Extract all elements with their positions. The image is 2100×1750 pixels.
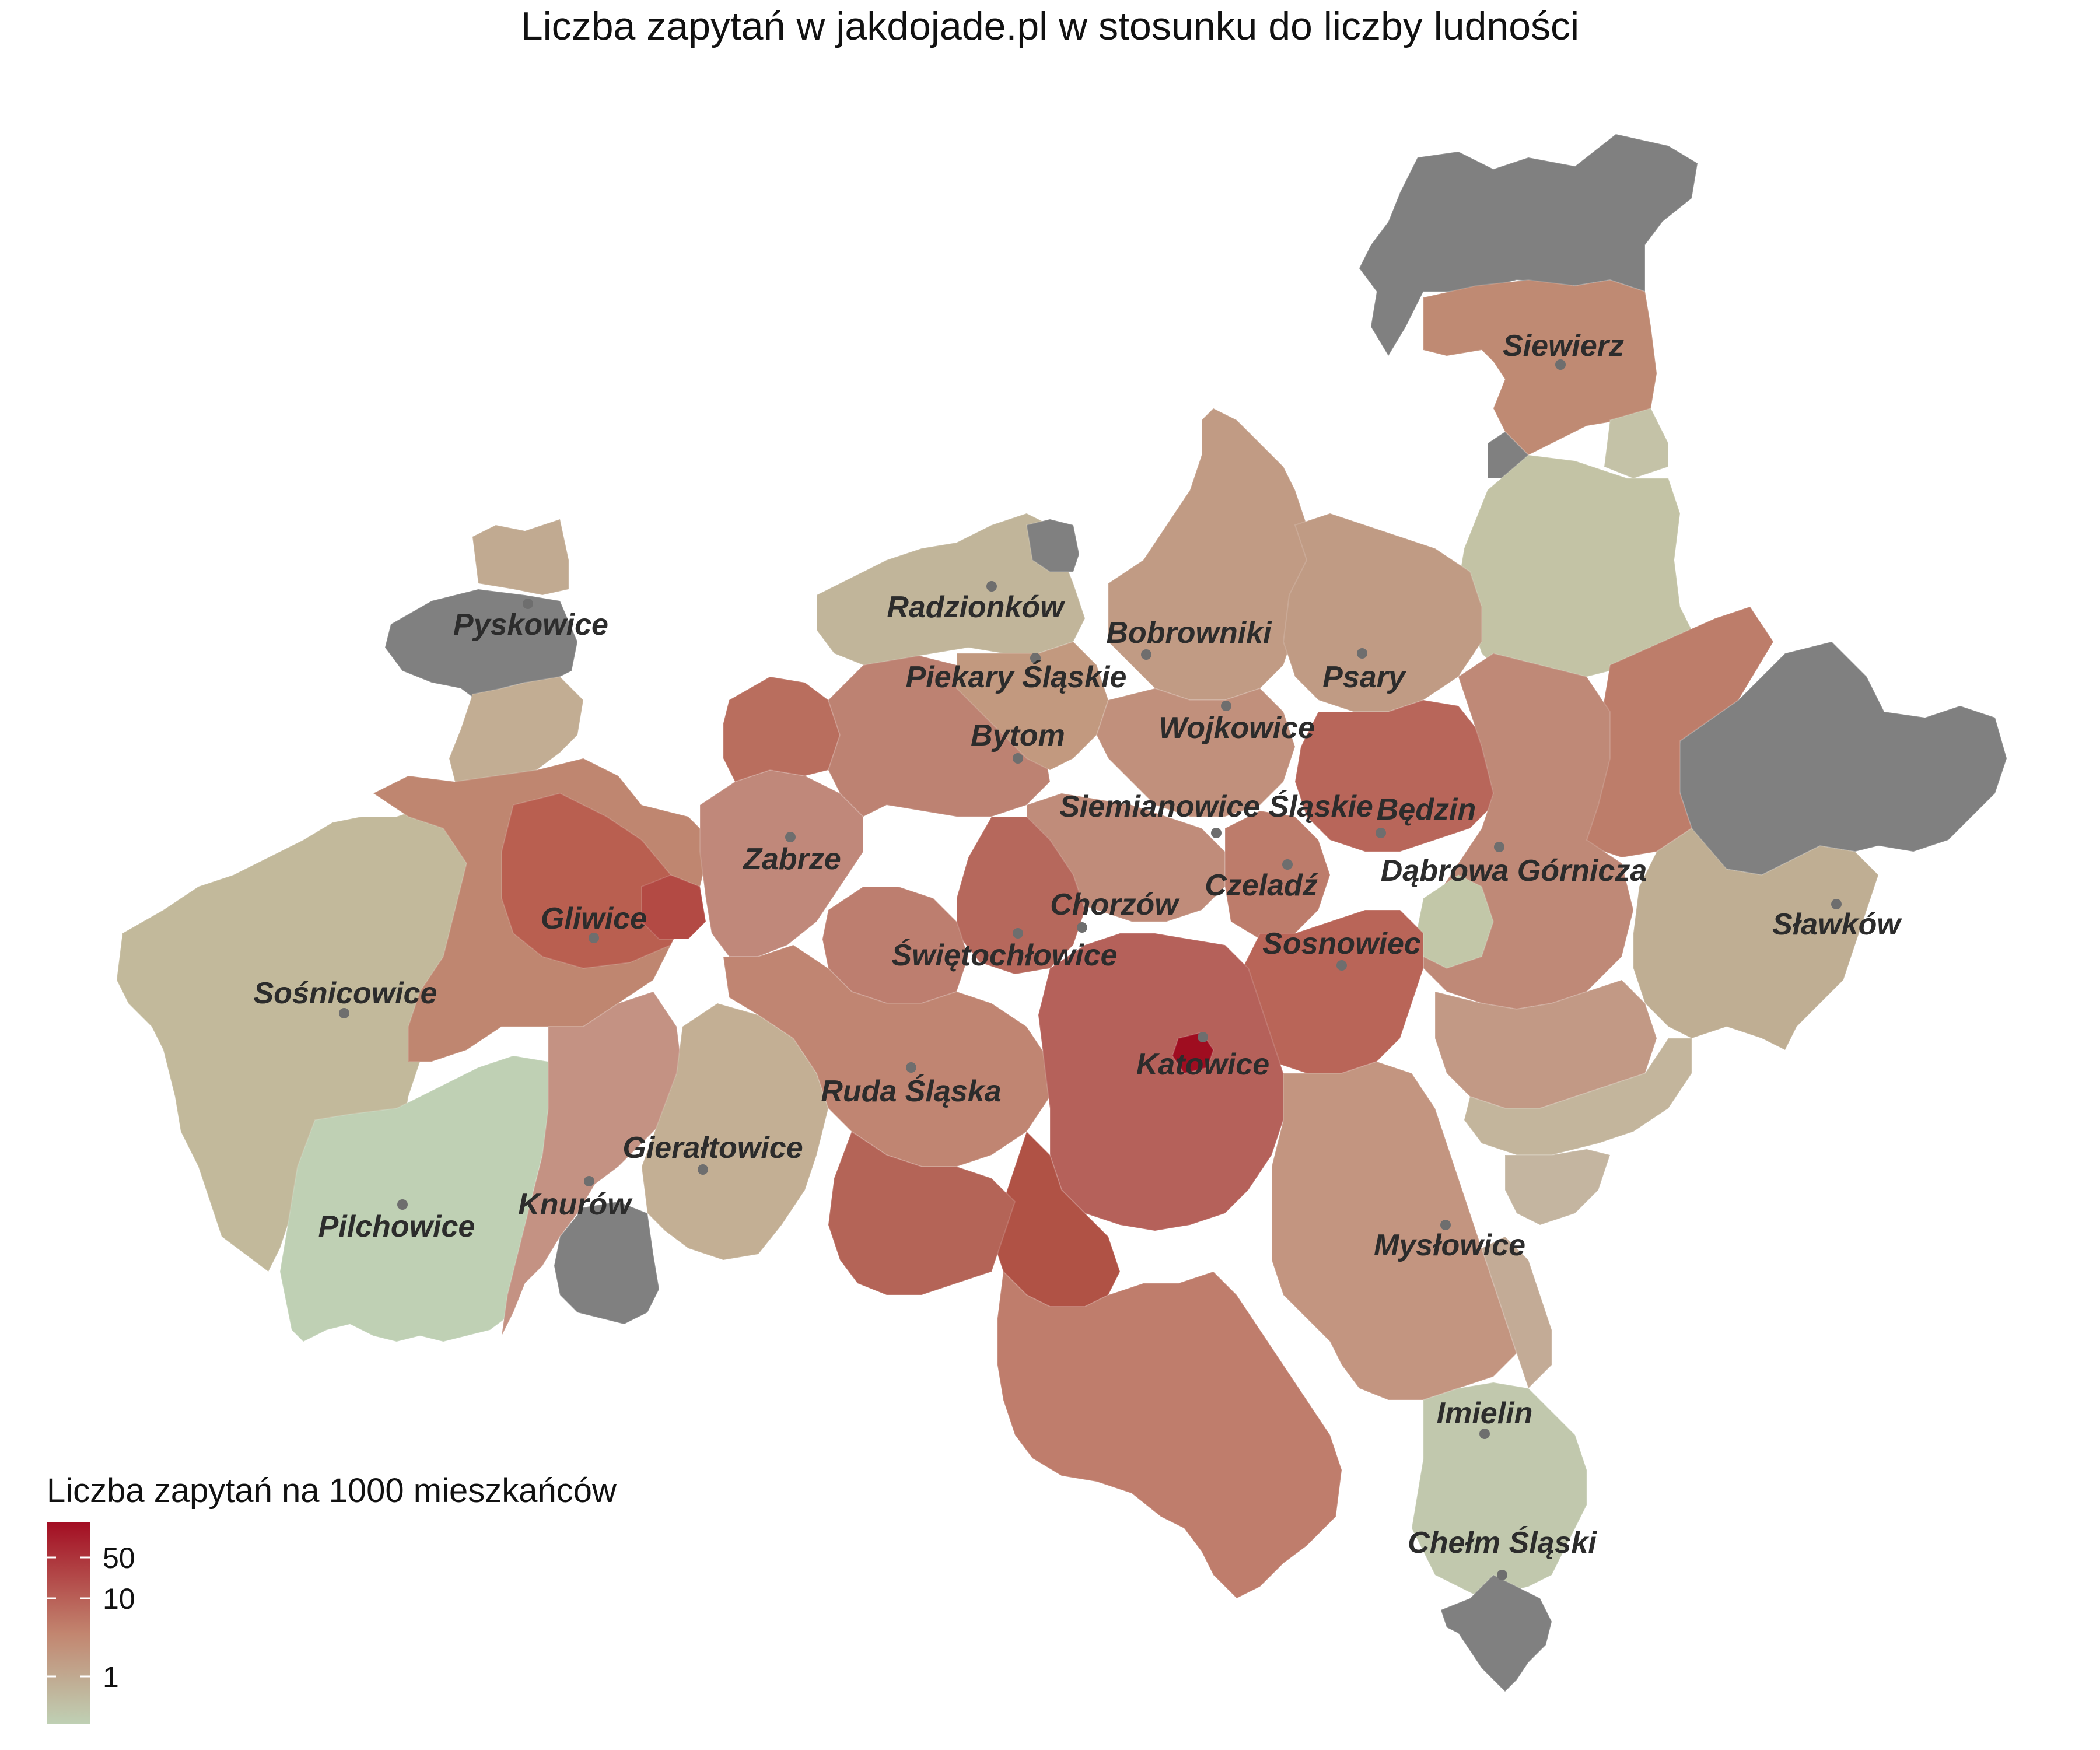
region-siewierz-east xyxy=(1603,407,1669,480)
region-myslowice xyxy=(1271,1060,1518,1401)
city-marker-sławków xyxy=(1831,899,1842,909)
legend: Liczba zapytań na 1000 mieszkańców 50 10… xyxy=(47,1472,617,1724)
region-no-data-radzionkow xyxy=(1026,518,1080,572)
legend-title: Liczba zapytań na 1000 mieszkańców xyxy=(47,1472,617,1510)
region-gliwice-core xyxy=(501,792,690,970)
city-dots xyxy=(339,359,1842,1580)
region-no-data-chelm xyxy=(1440,1574,1553,1693)
city-marker-siemianowice-śląskie xyxy=(1211,828,1222,838)
city-label-radzionków: Radzionków xyxy=(887,590,1066,624)
city-marker-sośnicowice xyxy=(339,1008,349,1019)
city-marker-chorzów xyxy=(1077,922,1087,933)
region-pyskowice-s xyxy=(448,676,584,789)
city-marker-ruda-śląska xyxy=(906,1062,916,1073)
region-gieraltowice xyxy=(640,1002,830,1261)
region-radzionkow xyxy=(816,512,1086,666)
city-marker-katowice xyxy=(1198,1032,1208,1042)
city-label-wojkowice: Wojkowice xyxy=(1158,711,1315,745)
city-label-imielin: Imielin xyxy=(1437,1396,1533,1430)
city-marker-siewierz xyxy=(1555,359,1566,370)
region-dabrowa-light xyxy=(1416,874,1494,970)
city-marker-bytom xyxy=(1013,753,1023,764)
city-marker-gliwice xyxy=(589,933,599,943)
city-label-psary: Psary xyxy=(1322,660,1407,694)
region-mikolow xyxy=(827,1130,1016,1296)
city-marker-piekary-śląskie xyxy=(1030,653,1041,663)
city-marker-gierałtowice xyxy=(698,1164,708,1175)
city-marker-sosnowiec xyxy=(1336,960,1347,971)
region-east-light-2 xyxy=(1504,1148,1611,1226)
city-marker-psary xyxy=(1357,648,1367,659)
legend-colorbar xyxy=(47,1522,90,1724)
city-label-bytom: Bytom xyxy=(971,719,1065,752)
city-marker-pyskowice xyxy=(523,598,533,609)
city-label-ruda-śląska: Ruda Śląska xyxy=(821,1074,1001,1108)
city-label-sośnicowice: Sośnicowice xyxy=(254,977,438,1010)
city-label-pyskowice: Pyskowice xyxy=(453,608,608,642)
region-no-data-knurow xyxy=(553,1200,660,1325)
city-marker-zabrze xyxy=(785,832,796,842)
city-label-chełm-śląski: Chełm Śląski xyxy=(1408,1526,1597,1560)
city-label-dąbrowa-górnicza: Dąbrowa Górnicza xyxy=(1381,854,1647,888)
region-wojkowice xyxy=(1096,687,1296,817)
region-piekary xyxy=(956,640,1110,771)
region-bobrowniki xyxy=(1108,407,1320,701)
legend-tick-label-50: 50 xyxy=(103,1542,135,1574)
city-label-będzin: Będzin xyxy=(1377,793,1476,827)
city-marker-radzionków xyxy=(986,581,997,592)
region-zabrze-nw xyxy=(723,676,841,783)
city-label-sławków: Sławków xyxy=(1772,908,1902,942)
map-title: Liczba zapytań w jakdojade.pl w stosunku… xyxy=(520,4,1580,48)
city-label-pilchowice: Pilchowice xyxy=(318,1210,475,1244)
city-marker-imielin xyxy=(1479,1429,1490,1439)
city-label-czeladź: Czeladź xyxy=(1205,869,1318,902)
city-marker-knurów xyxy=(584,1176,594,1186)
city-marker-bobrowniki xyxy=(1141,649,1152,660)
city-label-siemianowice-śląskie: Siemianowice Śląskie xyxy=(1059,790,1373,824)
city-label-świętochłowice: Świętochłowice xyxy=(891,939,1117,972)
region-psary xyxy=(1282,512,1482,712)
region-pyskowice-n xyxy=(471,518,569,596)
city-label-piekary-śląskie: Piekary Śląskie xyxy=(906,660,1127,694)
legend-tick-label-10: 10 xyxy=(103,1583,135,1615)
city-marker-mysłowice xyxy=(1440,1220,1451,1230)
city-label-bobrowniki: Bobrowniki xyxy=(1106,616,1272,650)
city-label-siewierz: Siewierz xyxy=(1503,329,1624,363)
city-marker-świętochłowice xyxy=(1013,928,1023,939)
region-east-light xyxy=(1463,1038,1692,1156)
region-katowice xyxy=(1037,933,1284,1232)
city-label-mysłowice: Mysłowice xyxy=(1374,1228,1525,1262)
city-label-chorzów: Chorzów xyxy=(1050,888,1180,922)
region-bedzin xyxy=(1294,699,1494,852)
region-siewierz xyxy=(1423,279,1658,456)
city-labels: Siewierz Pyskowice Radzionków Bobrowniki Pie… xyxy=(254,329,1903,1560)
region-ruda xyxy=(722,944,1051,1167)
city-marker-pilchowice xyxy=(397,1199,408,1210)
region-imielin xyxy=(1410,1381,1587,1600)
city-label-gierałtowice: Gierałtowice xyxy=(622,1131,803,1165)
legend-tick-label-1: 1 xyxy=(103,1661,119,1693)
city-marker-czeladź xyxy=(1282,859,1293,870)
city-marker-będzin xyxy=(1376,828,1386,838)
city-label-gliwice: Gliwice xyxy=(541,902,647,936)
region-gliwice-hot xyxy=(641,874,707,940)
region-south-center xyxy=(997,1270,1343,1600)
city-marker-wojkowice xyxy=(1221,701,1231,711)
city-label-katowice: Katowice xyxy=(1136,1048,1269,1082)
region-slawkow xyxy=(1633,827,1880,1051)
city-label-knurów: Knurów xyxy=(518,1188,633,1222)
region-imielin-north xyxy=(1480,1236,1552,1390)
city-label-sosnowiec: Sosnowiec xyxy=(1262,927,1421,961)
city-label-zabrze: Zabrze xyxy=(742,842,841,876)
map-regions xyxy=(116,133,2008,1693)
city-marker-dąbrowa-górnicza xyxy=(1494,842,1504,852)
city-marker-chełm-śląski xyxy=(1497,1570,1507,1580)
region-pilchowice xyxy=(279,1055,555,1343)
region-czeladz xyxy=(1224,810,1331,940)
